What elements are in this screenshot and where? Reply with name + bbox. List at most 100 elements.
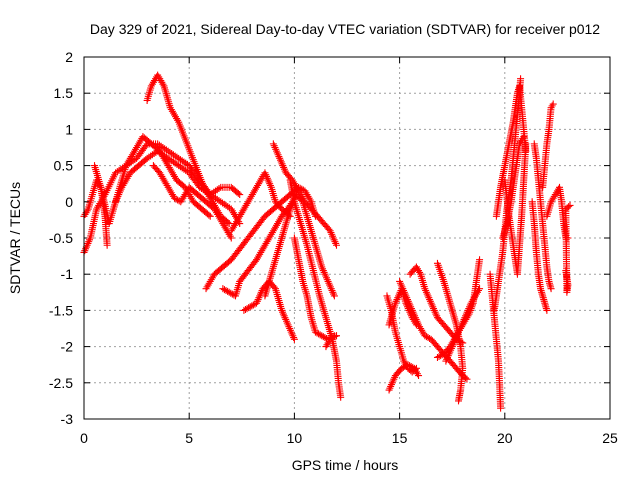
data-point bbox=[162, 146, 170, 154]
data-point bbox=[171, 159, 179, 167]
y-tick-label: -1 bbox=[61, 266, 74, 282]
series-arc-33 bbox=[562, 201, 574, 296]
data-point bbox=[337, 393, 345, 401]
x-tick-label: 10 bbox=[287, 430, 303, 446]
data-point bbox=[565, 203, 573, 211]
data-point bbox=[169, 158, 177, 166]
data-point bbox=[115, 166, 123, 174]
data-point bbox=[155, 141, 163, 149]
y-tick-label: -0.5 bbox=[49, 230, 73, 246]
data-point bbox=[497, 404, 505, 412]
series-arc-20 bbox=[406, 263, 467, 347]
data-point bbox=[169, 151, 177, 159]
data-point bbox=[290, 335, 298, 343]
data-point bbox=[424, 334, 432, 342]
data-point bbox=[224, 203, 232, 211]
data-point bbox=[332, 241, 340, 249]
data-point bbox=[330, 292, 338, 300]
data-point bbox=[157, 150, 165, 158]
series-arc-13 bbox=[286, 176, 345, 401]
data-point bbox=[205, 211, 213, 219]
data-point bbox=[173, 153, 181, 161]
y-tick-label: 1 bbox=[65, 121, 73, 137]
x-tick-label: 25 bbox=[602, 430, 618, 446]
y-tick-label: 2 bbox=[65, 49, 73, 65]
data-point bbox=[462, 374, 470, 382]
data-point bbox=[332, 332, 340, 340]
data-point bbox=[215, 185, 223, 193]
series-arc-26 bbox=[492, 82, 530, 220]
series-arc-29 bbox=[528, 198, 551, 314]
data-point bbox=[415, 372, 423, 380]
data-point bbox=[217, 198, 225, 206]
x-tick-label: 20 bbox=[497, 430, 513, 446]
x-tick-label: 15 bbox=[392, 430, 408, 446]
data-point bbox=[103, 241, 111, 249]
series-arc-15 bbox=[322, 332, 340, 351]
series-arc-16 bbox=[383, 292, 420, 376]
y-tick-label: -2 bbox=[61, 339, 74, 355]
data-point bbox=[455, 397, 463, 405]
data-point bbox=[180, 165, 188, 173]
x-tick-label: 0 bbox=[80, 430, 88, 446]
data-point bbox=[213, 186, 221, 194]
data-point bbox=[548, 102, 556, 110]
data-point bbox=[112, 169, 120, 177]
data-point bbox=[154, 147, 162, 155]
data-point bbox=[166, 148, 174, 156]
data-point bbox=[171, 152, 179, 160]
y-tick-labels: 2 1.5 1 0.5 0 -0.5 -1 -1.5 -2 -2.5 -3 bbox=[49, 49, 73, 427]
data-point bbox=[155, 148, 163, 156]
y-axis-label: SDTVAR / TECUs bbox=[7, 182, 23, 294]
data-point bbox=[210, 188, 218, 196]
data-point bbox=[206, 212, 214, 220]
x-tick-label: 5 bbox=[185, 430, 193, 446]
data-point bbox=[566, 201, 574, 209]
series-arc-28 bbox=[499, 133, 528, 242]
data-point bbox=[175, 154, 183, 162]
data-point bbox=[219, 199, 227, 207]
y-tick-label: -1.5 bbox=[49, 302, 73, 318]
series-arc-4 bbox=[112, 147, 244, 206]
data-point bbox=[113, 168, 121, 176]
data-points bbox=[80, 71, 574, 412]
axis-ticks bbox=[83, 56, 611, 420]
y-tick-label: 1.5 bbox=[54, 85, 74, 101]
data-point bbox=[476, 256, 484, 264]
y-tick-label: 0 bbox=[65, 194, 73, 210]
data-point bbox=[182, 166, 190, 174]
series-arc-6 bbox=[149, 162, 235, 242]
data-point bbox=[212, 187, 219, 195]
data-point bbox=[161, 145, 169, 153]
data-point bbox=[142, 141, 150, 149]
series-arc-18 bbox=[385, 361, 423, 394]
data-point bbox=[168, 150, 176, 158]
grid-lines bbox=[84, 57, 610, 419]
data-point bbox=[547, 285, 555, 293]
series-arc-11 bbox=[261, 191, 338, 300]
data-point bbox=[173, 160, 181, 168]
data-point bbox=[520, 133, 528, 141]
data-point bbox=[159, 144, 167, 151]
data-point bbox=[224, 218, 232, 226]
data-point bbox=[236, 191, 244, 199]
plot-frame bbox=[83, 56, 611, 420]
data-point bbox=[147, 152, 155, 160]
chart-title: Day 329 of 2021, Sidereal Day-to-day VTE… bbox=[90, 21, 600, 37]
data-point bbox=[178, 157, 186, 165]
data-point bbox=[145, 153, 153, 161]
data-point bbox=[234, 189, 242, 197]
data-point bbox=[175, 162, 183, 170]
data-point bbox=[164, 154, 172, 162]
data-point bbox=[148, 151, 156, 159]
data-point bbox=[517, 75, 525, 83]
data-point bbox=[220, 200, 228, 208]
data-point bbox=[161, 152, 169, 160]
y-tick-label: -3 bbox=[61, 411, 74, 427]
data-point bbox=[227, 234, 235, 242]
data-point bbox=[168, 157, 176, 165]
data-point bbox=[225, 220, 233, 228]
data-point bbox=[176, 156, 184, 164]
data-point bbox=[182, 159, 190, 167]
